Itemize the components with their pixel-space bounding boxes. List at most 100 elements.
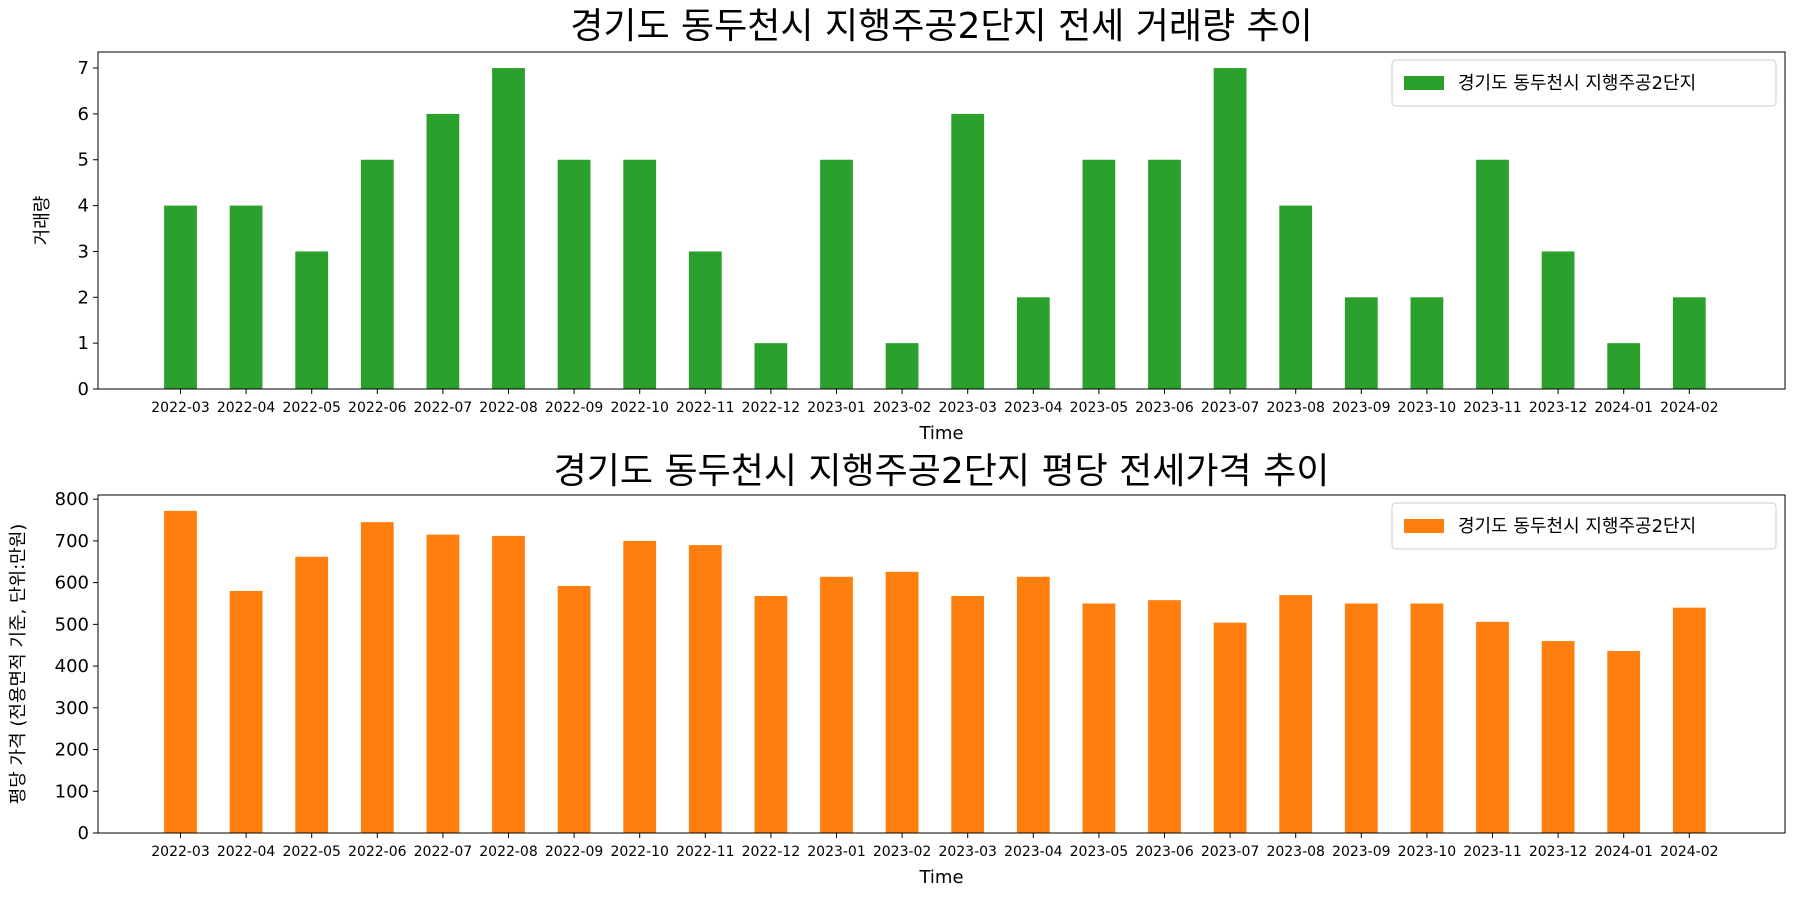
y-tick-label: 1 — [78, 333, 89, 354]
bar-2023-09 — [1344, 603, 1378, 833]
chart-title: 경기도 동두천시 지행주공2단지 평당 전세가격 추이 — [554, 451, 1330, 492]
x-tick-label: 2023-05 — [1070, 844, 1129, 860]
x-tick-label: 2023-05 — [1070, 400, 1129, 416]
x-tick-label: 2022-10 — [610, 844, 669, 860]
bar-2024-01 — [1607, 651, 1641, 833]
bar-2023-07 — [1213, 622, 1247, 833]
x-tick-label: 2023-06 — [1135, 844, 1194, 860]
x-tick-label: 2022-10 — [610, 400, 669, 416]
y-tick-label: 3 — [78, 241, 89, 262]
bar-2023-06 — [1148, 159, 1181, 389]
y-tick-label: 100 — [55, 781, 89, 802]
bar-2023-01 — [820, 159, 853, 389]
x-tick-label: 2023-08 — [1266, 844, 1325, 860]
bar-2022-10 — [623, 159, 657, 389]
y-tick-label: 4 — [78, 196, 89, 217]
y-axis-label: 평당 가격 (전용면적 기준, 단위:만원) — [8, 524, 29, 805]
x-tick-label: 2024-01 — [1594, 400, 1653, 416]
y-tick-label: 300 — [55, 698, 89, 719]
x-axis-label: Time — [918, 423, 963, 444]
plot-frame — [97, 494, 1786, 834]
x-tick-label: 2022-09 — [545, 400, 604, 416]
y-tick-label: 2 — [78, 287, 89, 308]
x-tick-label: 2022-08 — [479, 400, 538, 416]
x-tick-label: 2022-05 — [282, 844, 341, 860]
legend-box — [1391, 59, 1777, 107]
bar-2022-09 — [557, 159, 591, 389]
bar-2022-03 — [164, 510, 197, 833]
bar-2022-06 — [360, 159, 394, 389]
y-tick-label: 5 — [78, 150, 89, 171]
bar-2023-12 — [1541, 251, 1575, 389]
x-tick-label: 2023-03 — [938, 400, 997, 416]
bar-2022-06 — [360, 522, 394, 833]
bar-2023-03 — [951, 113, 985, 390]
chart-title: 경기도 동두천시 지행주공2단지 전세 거래량 추이 — [570, 6, 1313, 47]
y-tick-label: 7 — [78, 58, 89, 79]
x-tick-label: 2023-01 — [807, 400, 866, 416]
bar-2023-07 — [1213, 68, 1247, 390]
x-tick-label: 2023-10 — [1398, 400, 1457, 416]
x-tick-label: 2023-04 — [1004, 844, 1063, 860]
x-tick-label: 2022-06 — [348, 844, 407, 860]
x-tick-label: 2022-08 — [479, 844, 538, 860]
bar-2022-05 — [295, 556, 329, 833]
x-tick-label: 2022-12 — [742, 400, 801, 416]
chart-panel-2: 경기도 동두천시 지행주공2단지 평당 전세가격 추이 2022-03 2022-0… — [8, 451, 1786, 888]
chart-panel-1: 경기도 동두천시 지행주공2단지 전세 거래량 추이 2022-03 2022-04… — [32, 6, 1786, 444]
x-tick-label: 2023-11 — [1463, 844, 1522, 860]
bar-2024-02 — [1672, 607, 1706, 833]
x-tick-label: 2023-01 — [807, 844, 866, 860]
x-tick-label: 2023-10 — [1398, 844, 1457, 860]
y-tick-label: 700 — [55, 531, 89, 552]
bar-2022-04 — [229, 590, 263, 833]
bar-2024-02 — [1672, 297, 1706, 389]
x-tick-label: 2022-04 — [217, 844, 276, 860]
x-tick-label: 2023-07 — [1201, 400, 1260, 416]
bar-2023-02 — [885, 571, 919, 833]
bar-2022-07 — [426, 113, 460, 390]
bar-2024-01 — [1607, 343, 1641, 389]
y-tick-label: 0 — [78, 379, 89, 400]
x-tick-label: 2023-12 — [1529, 400, 1588, 416]
y-tick-label: 0 — [78, 823, 89, 844]
legend-label: 경기도 동두천시 지행주공2단지 — [1458, 516, 1696, 537]
x-tick-label: 2022-06 — [348, 400, 407, 416]
x-tick-label: 2024-01 — [1594, 844, 1653, 860]
x-tick-label: 2022-03 — [151, 400, 210, 416]
bar-2023-10 — [1410, 603, 1444, 833]
x-tick-label: 2022-04 — [217, 400, 276, 416]
x-tick-label: 2022-11 — [676, 400, 735, 416]
y-tick-label: 400 — [55, 656, 89, 677]
legend-swatch — [1404, 519, 1444, 533]
y-axis-label: 거래량 — [32, 196, 53, 246]
bar-2023-03 — [951, 595, 985, 833]
x-tick-label: 2022-05 — [282, 400, 341, 416]
bar-2023-12 — [1541, 641, 1575, 833]
bar-2022-08 — [492, 68, 525, 390]
bar-2023-04 — [1016, 297, 1050, 389]
legend: 경기도 동두천시 지행주공2단지 — [1391, 502, 1777, 550]
y-tick-label: 600 — [55, 573, 89, 594]
x-tick-label: 2024-02 — [1660, 400, 1719, 416]
bar-2022-11 — [688, 545, 722, 833]
bar-2022-12 — [754, 343, 788, 389]
y-tick-label: 500 — [55, 614, 89, 635]
bar-2023-02 — [885, 343, 919, 389]
bar-2022-03 — [164, 205, 197, 389]
x-tick-label: 2023-04 — [1004, 400, 1063, 416]
bar-2022-08 — [492, 535, 525, 833]
legend-box — [1391, 502, 1777, 550]
x-axis-label: Time — [918, 867, 963, 888]
bar-2023-11 — [1476, 621, 1509, 833]
x-tick-label: 2023-11 — [1463, 400, 1522, 416]
bar-2023-05 — [1082, 603, 1116, 833]
legend-label: 경기도 동두천시 지행주공2단지 — [1458, 73, 1696, 94]
legend: 경기도 동두천시 지행주공2단지 — [1391, 59, 1777, 107]
bar-2022-10 — [623, 540, 657, 833]
bar-2022-12 — [754, 595, 788, 833]
bar-2022-09 — [557, 585, 591, 833]
legend-swatch — [1404, 76, 1444, 90]
